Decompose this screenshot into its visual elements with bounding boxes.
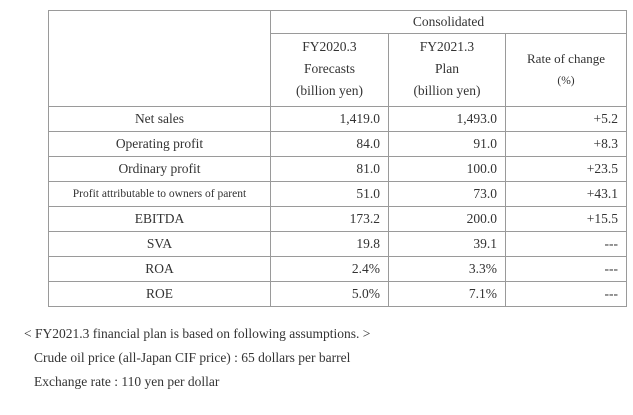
column-header-line: FY2021.3 — [419, 39, 475, 54]
column-header-line: (billion yen) — [413, 83, 481, 98]
cell-fy2020: 173.2 — [270, 206, 389, 232]
row-label: EBITDA — [48, 206, 271, 232]
cell-fy2020: 5.0% — [270, 281, 389, 307]
cell-fy2021: 91.0 — [388, 131, 506, 157]
cell-change: +43.1 — [505, 181, 627, 207]
cell-change: +5.2 — [505, 106, 627, 132]
cell-change: --- — [505, 281, 627, 307]
row-label: ROA — [48, 256, 271, 282]
cell-fy2020: 1,419.0 — [270, 106, 389, 132]
corner-cell — [48, 10, 271, 107]
column-header-line: (billion yen) — [295, 83, 364, 98]
table-row: Operating profit 84.0 91.0 +8.3 — [48, 131, 627, 157]
column-header-fy2021: FY2021.3 Plan (billion yen) — [388, 33, 506, 107]
row-label: Operating profit — [48, 131, 271, 157]
consolidated-header: Consolidated — [270, 10, 627, 34]
cell-fy2021: 200.0 — [388, 206, 506, 232]
cell-change: +15.5 — [505, 206, 627, 232]
table-row: EBITDA 173.2 200.0 +15.5 — [48, 206, 627, 232]
table-header-row-columns: FY2020.3 Forecasts (billion yen) FY2021.… — [49, 33, 627, 107]
cell-fy2021: 39.1 — [388, 231, 506, 257]
cell-fy2021: 1,493.0 — [388, 106, 506, 132]
cell-change: --- — [505, 231, 627, 257]
table-row: Net sales 1,419.0 1,493.0 +5.2 — [48, 106, 627, 132]
column-header-fy2020: FY2020.3 Forecasts (billion yen) — [270, 33, 389, 107]
cell-change: +23.5 — [505, 156, 627, 182]
cell-fy2020: 51.0 — [270, 181, 389, 207]
cell-fy2021: 73.0 — [388, 181, 506, 207]
note-crude-oil-price: Crude oil price (all-Japan CIF price) : … — [34, 350, 351, 365]
cell-fy2020: 81.0 — [270, 156, 389, 182]
column-header-line: Plan — [434, 61, 459, 76]
row-label: Ordinary profit — [48, 156, 271, 182]
assumptions-notes: < FY2021.3 financial plan is based on fo… — [24, 322, 370, 394]
financial-plan-table: Consolidated FY2020.3 Forecasts (billion… — [48, 10, 627, 307]
cell-fy2020: 2.4% — [270, 256, 389, 282]
cell-fy2020: 19.8 — [270, 231, 389, 257]
table-row: SVA 19.8 39.1 --- — [48, 231, 627, 257]
row-label: Net sales — [48, 106, 271, 132]
cell-fy2020: 84.0 — [270, 131, 389, 157]
cell-change: --- — [505, 256, 627, 282]
cell-fy2021: 7.1% — [388, 281, 506, 307]
column-header-line: (%) — [557, 75, 575, 87]
cell-change: +8.3 — [505, 131, 627, 157]
cell-fy2021: 100.0 — [388, 156, 506, 182]
table-row: ROA 2.4% 3.3% --- — [48, 256, 627, 282]
row-label: Profit attributable to owners of parent — [48, 181, 271, 207]
table-row: Ordinary profit 81.0 100.0 +23.5 — [48, 156, 627, 182]
column-header-line: Forecasts — [304, 61, 355, 76]
table-row: ROE 5.0% 7.1% --- — [48, 281, 627, 307]
table-header-row-group: Consolidated — [48, 10, 627, 107]
column-header-line: FY2020.3 — [302, 39, 357, 54]
column-header-rate-of-change: Rate of change (%) — [505, 33, 627, 107]
notes-heading: < FY2021.3 financial plan is based on fo… — [24, 326, 371, 341]
table-row: Profit attributable to owners of parent … — [48, 181, 627, 207]
row-label: SVA — [48, 231, 271, 257]
row-label: ROE — [48, 281, 271, 307]
column-header-line: Rate of change — [527, 51, 605, 66]
note-exchange-rate: Exchange rate : 110 yen per dollar — [34, 374, 220, 389]
cell-fy2021: 3.3% — [388, 256, 506, 282]
